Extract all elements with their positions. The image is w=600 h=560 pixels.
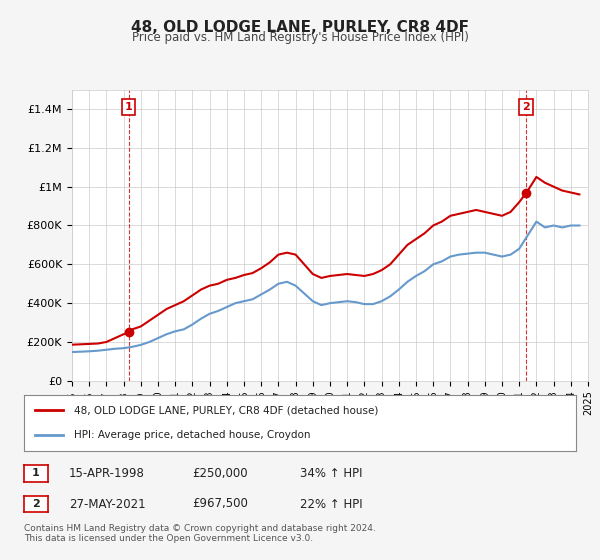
Text: £967,500: £967,500 [192, 497, 248, 511]
Text: 1: 1 [32, 468, 40, 478]
Text: Contains HM Land Registry data © Crown copyright and database right 2024.
This d: Contains HM Land Registry data © Crown c… [24, 524, 376, 543]
Text: 27-MAY-2021: 27-MAY-2021 [69, 497, 146, 511]
Text: 48, OLD LODGE LANE, PURLEY, CR8 4DF (detached house): 48, OLD LODGE LANE, PURLEY, CR8 4DF (det… [74, 405, 378, 416]
Text: 15-APR-1998: 15-APR-1998 [69, 466, 145, 480]
Text: 48, OLD LODGE LANE, PURLEY, CR8 4DF: 48, OLD LODGE LANE, PURLEY, CR8 4DF [131, 20, 469, 35]
Text: 2: 2 [522, 102, 530, 112]
Text: 34% ↑ HPI: 34% ↑ HPI [300, 466, 362, 480]
Text: 2: 2 [32, 499, 40, 509]
Text: £250,000: £250,000 [192, 466, 248, 480]
Text: 22% ↑ HPI: 22% ↑ HPI [300, 497, 362, 511]
Text: Price paid vs. HM Land Registry's House Price Index (HPI): Price paid vs. HM Land Registry's House … [131, 31, 469, 44]
Text: 1: 1 [125, 102, 133, 112]
Text: HPI: Average price, detached house, Croydon: HPI: Average price, detached house, Croy… [74, 430, 310, 440]
